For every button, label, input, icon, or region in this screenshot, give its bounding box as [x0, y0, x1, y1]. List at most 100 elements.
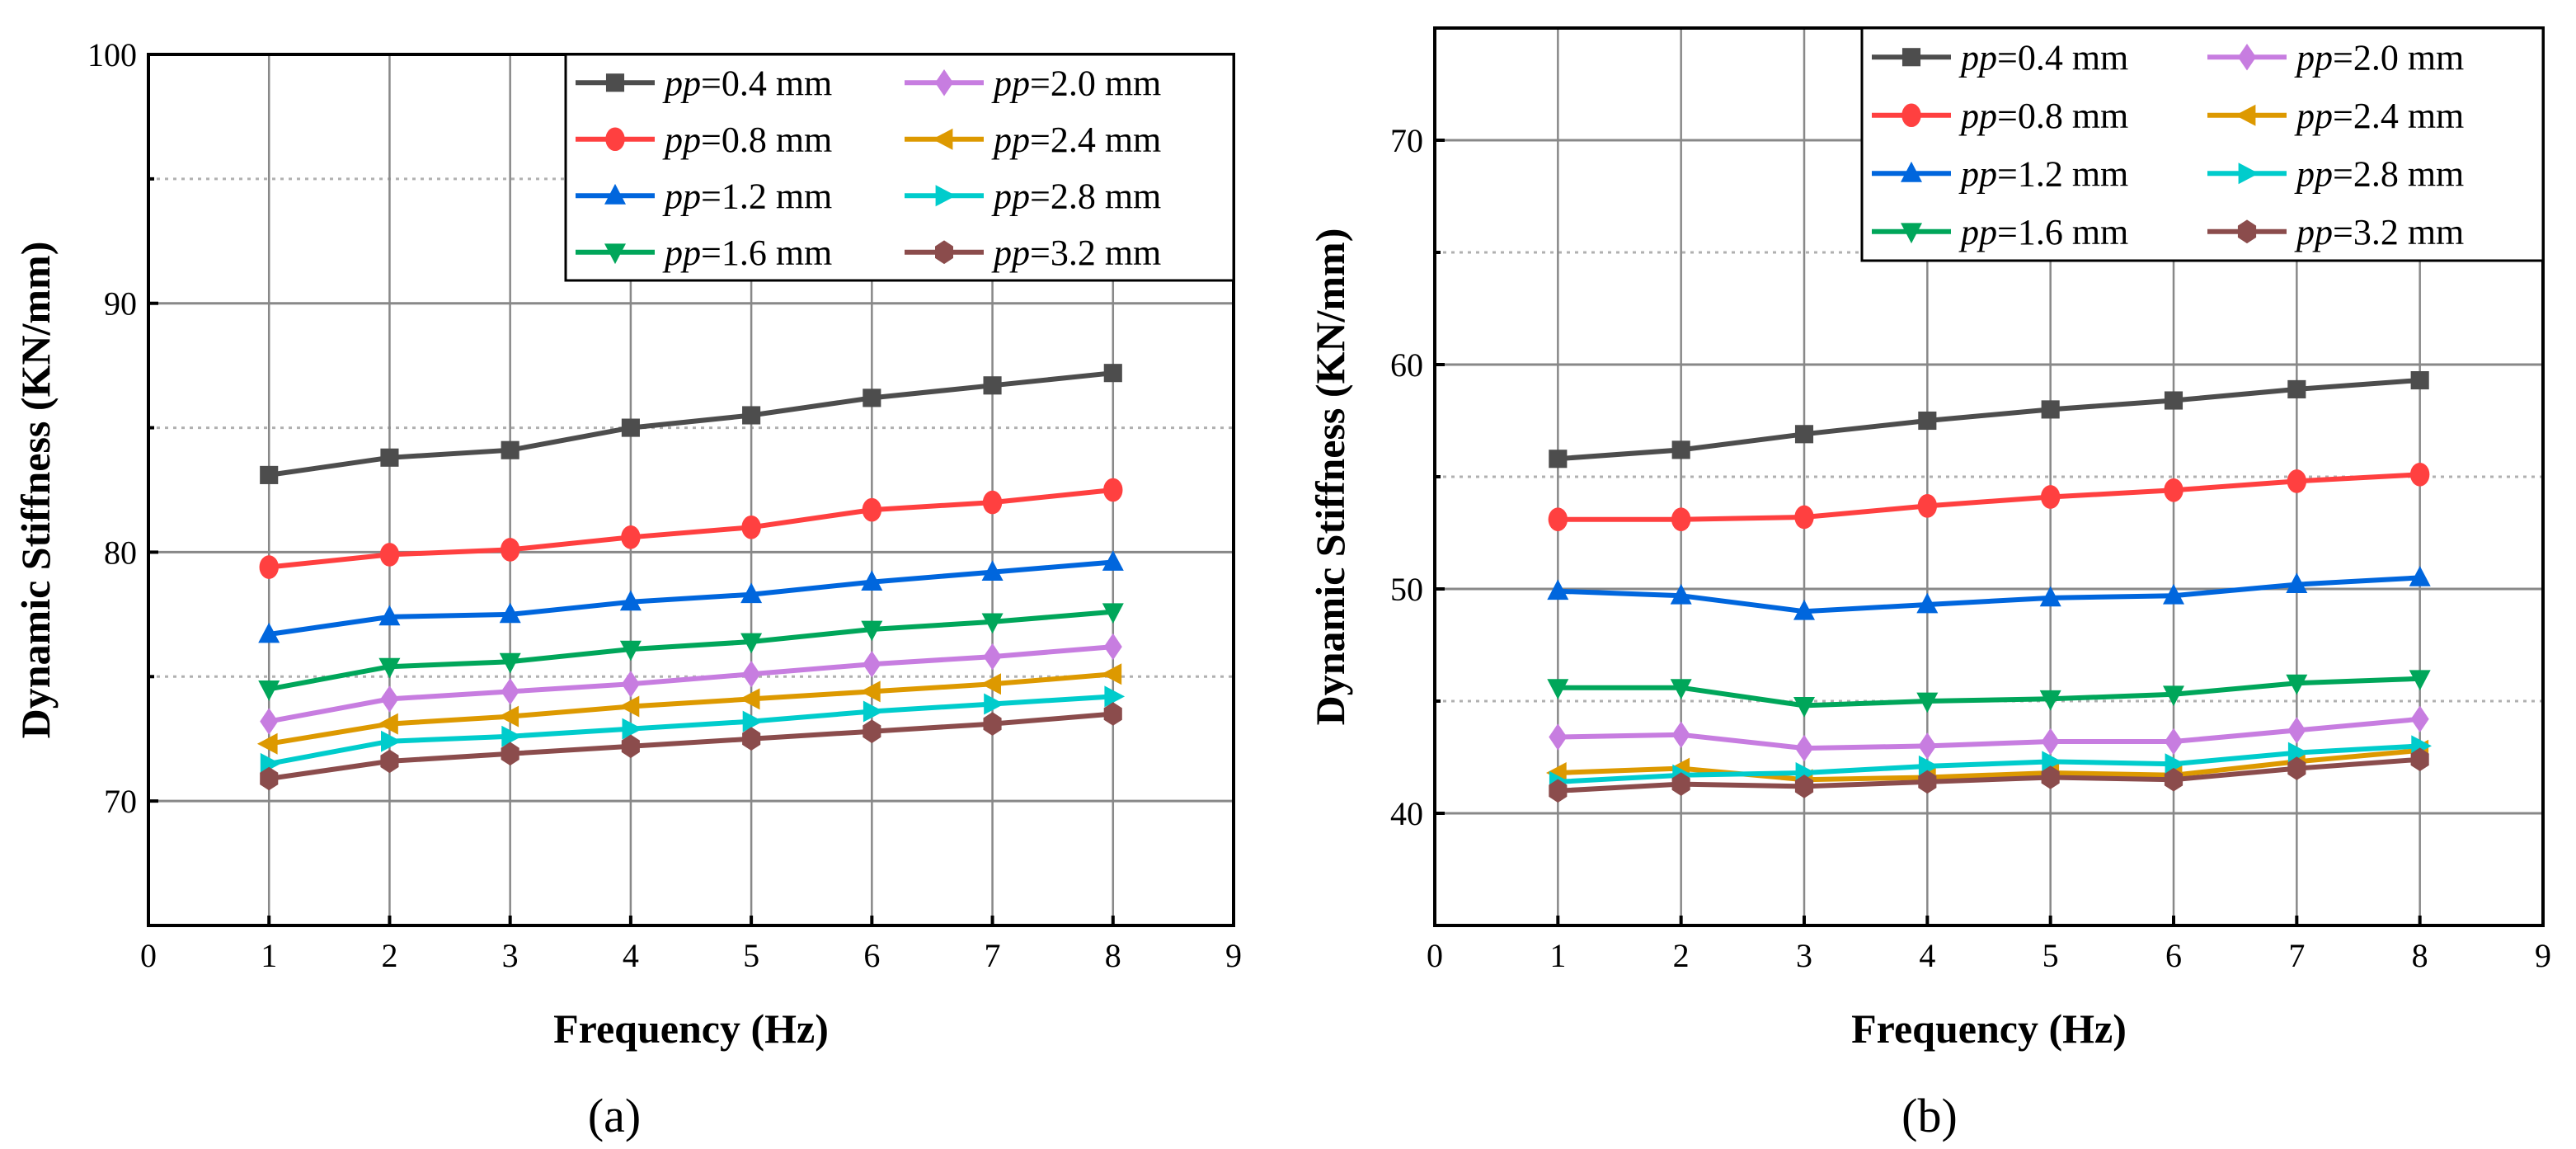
data-point — [2287, 756, 2306, 780]
data-point — [2164, 391, 2183, 410]
series-pp3.2 — [1549, 747, 2429, 803]
legend-label: pp=1.6 mm — [662, 233, 832, 273]
data-point — [1670, 679, 1692, 699]
data-point — [1103, 364, 1122, 383]
legend-label: pp=1.2 mm — [1958, 153, 2128, 194]
data-point — [2409, 462, 2430, 487]
data-point — [619, 640, 642, 662]
y-tick-label: 80 — [104, 534, 137, 571]
data-point — [1670, 583, 1692, 605]
data-point — [1917, 494, 1938, 518]
data-point — [983, 643, 1002, 671]
data-point — [499, 652, 521, 674]
legend-item: pp=0.8 mm — [1872, 96, 2128, 136]
data-point — [863, 719, 881, 743]
y-tick-label: 50 — [1390, 571, 1423, 608]
data-point — [501, 725, 522, 747]
subfigure-caption: (a) — [588, 1089, 641, 1142]
data-point — [1549, 450, 1568, 469]
legend-label-value: =3.2 mm — [1030, 233, 1161, 273]
legend-label-value: =2.8 mm — [1030, 176, 1161, 216]
legend-label-prefix: pp — [1958, 96, 1997, 136]
data-point — [982, 490, 1003, 515]
data-point — [741, 515, 761, 539]
x-tick-label: 7 — [2288, 937, 2305, 974]
series-line — [1558, 378, 2420, 462]
series-line — [268, 711, 1114, 781]
legend-label: pp=0.8 mm — [1958, 96, 2128, 136]
data-point — [2410, 747, 2429, 771]
series-pp3.2 — [260, 702, 1122, 791]
data-point — [2287, 379, 2306, 398]
data-point — [1671, 440, 1690, 459]
legend-label-prefix: pp — [991, 120, 1030, 160]
legend-label-value: =1.2 mm — [1997, 153, 2128, 194]
data-point — [2163, 685, 2184, 707]
series-pp2.0 — [1549, 705, 2429, 762]
data-point — [2164, 767, 2183, 792]
data-point — [1103, 478, 1123, 502]
data-point — [2409, 670, 2431, 691]
legend-marker — [2238, 162, 2259, 185]
x-tick-label: 0 — [140, 937, 157, 974]
legend-label-value: =0.8 mm — [701, 120, 832, 160]
data-point — [2287, 717, 2306, 744]
series-line — [268, 671, 1114, 746]
data-point — [1671, 721, 1690, 748]
legend-marker — [935, 185, 957, 207]
y-axis-title: Dynamic Stiffness (KN/mm) — [1307, 228, 1353, 726]
x-tick-label: 2 — [1673, 937, 1690, 974]
chart-a: 0 1 2 3 4 5 6 7 8 9 70 80 90 100 Frequency (Hz) Dynamic… — [12, 36, 1242, 1142]
legend-item: pp=1.6 mm — [576, 233, 832, 273]
data-point — [740, 582, 763, 604]
data-point — [2039, 586, 2061, 607]
legend-label: pp=2.0 mm — [2294, 37, 2464, 78]
series-pp0.8 — [259, 478, 1123, 579]
legend-item: pp=1.2 mm — [576, 176, 832, 216]
series-pp0.4 — [260, 364, 1122, 484]
legend-label: pp=2.0 mm — [991, 63, 1161, 103]
data-point — [380, 448, 399, 467]
data-point — [1918, 732, 1937, 760]
legend-marker — [935, 240, 953, 265]
chart-b: 0 1 2 3 4 5 6 7 8 9 40 50 60 70 Frequency (Hz) Dynamic … — [1307, 26, 2551, 1142]
data-point — [260, 752, 281, 775]
data-point — [1918, 770, 1937, 794]
x-axis-title: Frequency (Hz) — [553, 1005, 829, 1052]
legend-label-prefix: pp — [1958, 153, 1997, 194]
data-point — [1549, 723, 1568, 751]
data-point — [861, 570, 883, 591]
data-point — [980, 673, 1001, 695]
legend-label-prefix: pp — [1958, 212, 1997, 252]
data-point — [2042, 751, 2062, 773]
data-point — [501, 440, 519, 459]
data-point — [1104, 685, 1126, 708]
data-point — [2041, 765, 2060, 789]
y-tick-label: 90 — [104, 285, 137, 323]
legend-label: pp=1.2 mm — [662, 176, 832, 216]
data-point — [2040, 485, 2061, 509]
data-point — [381, 730, 402, 752]
y-tick-label: 60 — [1390, 346, 1423, 384]
legend-item: pp=1.2 mm — [1872, 153, 2128, 194]
series-line — [1558, 676, 2420, 709]
data-point — [260, 708, 279, 735]
data-point — [2286, 674, 2308, 695]
legend-label: pp=0.4 mm — [662, 63, 832, 103]
data-point — [1918, 755, 1939, 777]
x-tick-label: 3 — [1796, 937, 1812, 974]
data-point — [1102, 550, 1124, 571]
data-point — [1547, 679, 1569, 699]
data-point — [619, 590, 642, 611]
legend-label-prefix: pp — [662, 63, 701, 103]
legend-label-value: =1.6 mm — [701, 233, 832, 273]
data-point — [742, 661, 761, 688]
x-tick-label: 6 — [863, 937, 880, 974]
legend-item: pp=0.4 mm — [1872, 37, 2128, 78]
data-point — [378, 657, 401, 679]
data-point — [2409, 566, 2431, 586]
legend-box — [1860, 26, 2545, 262]
legend-marker — [1901, 48, 1921, 67]
